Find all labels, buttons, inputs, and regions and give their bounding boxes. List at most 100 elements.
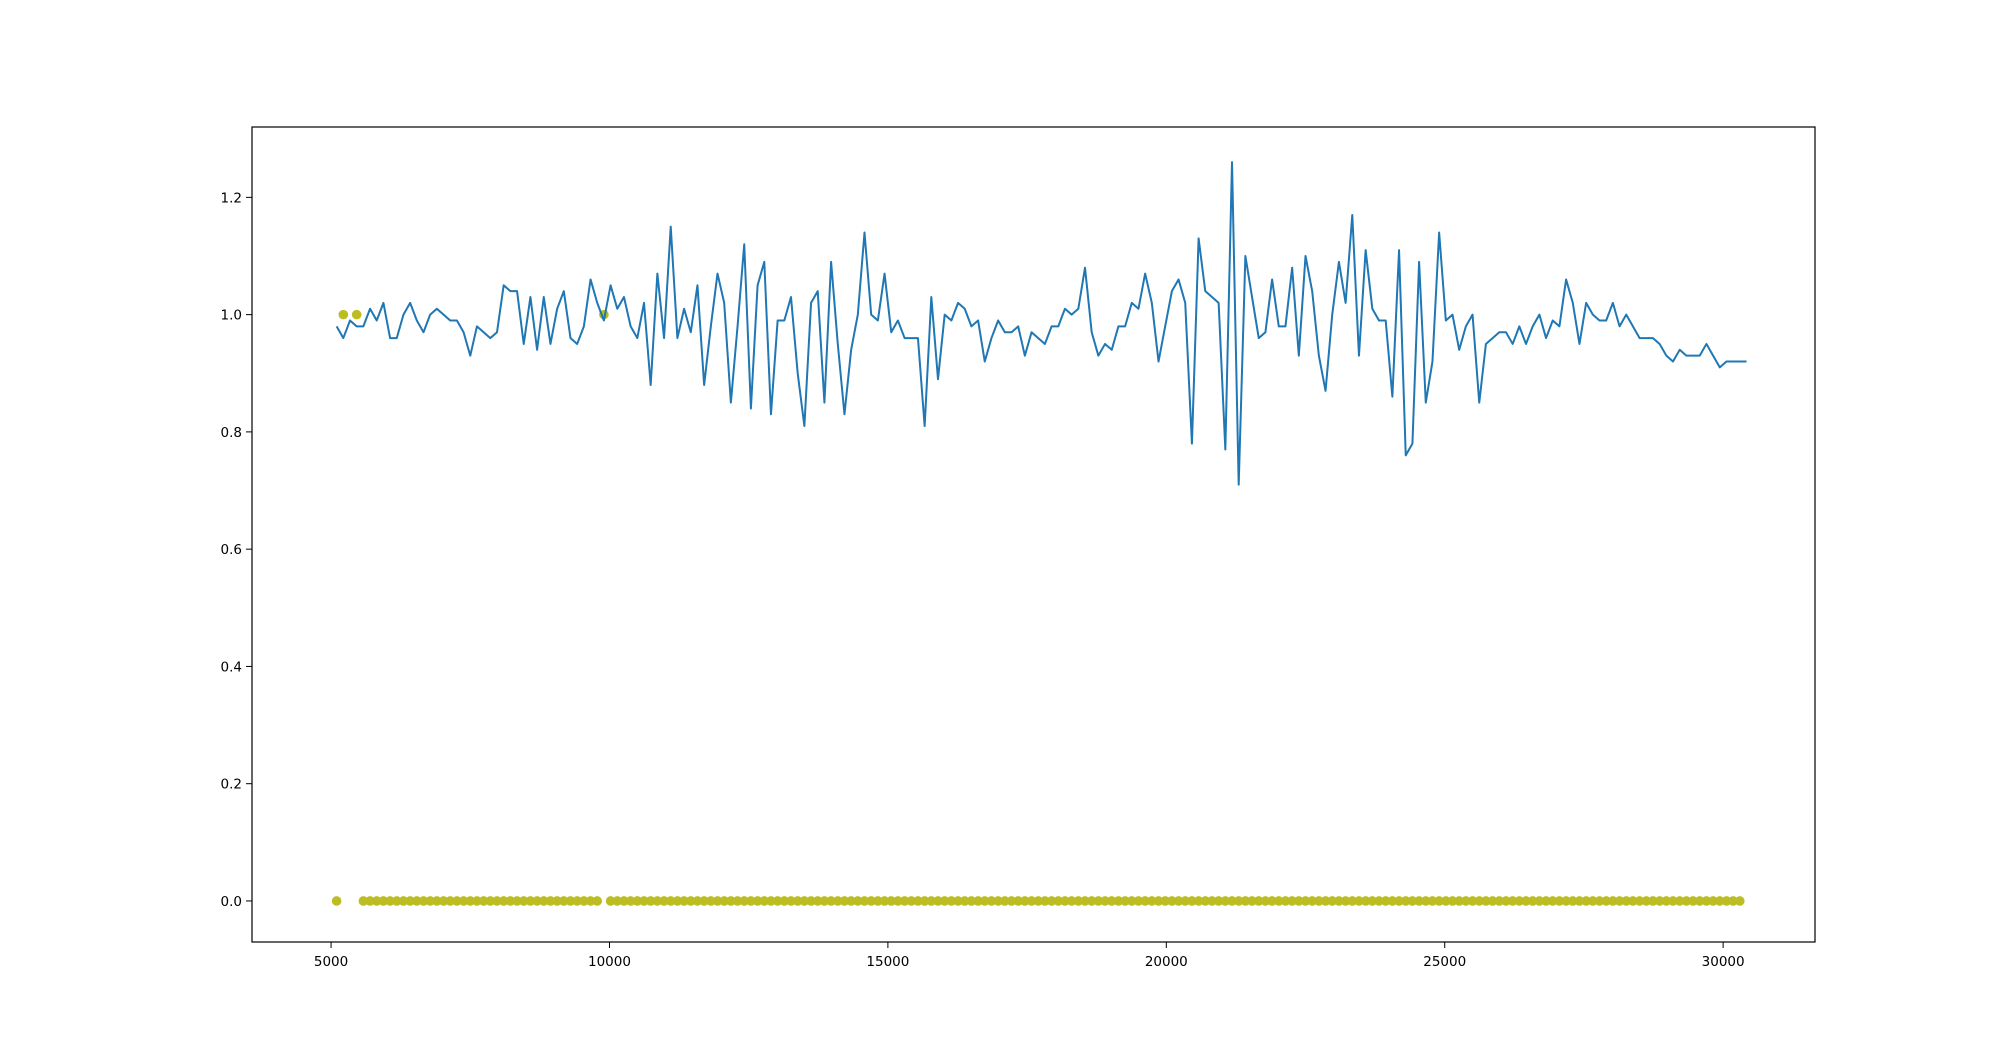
scatter-point bbox=[1060, 896, 1070, 906]
scatter-point bbox=[913, 896, 923, 906]
scatter-point bbox=[899, 896, 910, 906]
scatter-point bbox=[1240, 896, 1251, 906]
scatter-point bbox=[1013, 896, 1023, 906]
scatter-point bbox=[832, 896, 843, 906]
scatter-point bbox=[1066, 896, 1077, 906]
scatter-point bbox=[1040, 896, 1050, 906]
scatter-point bbox=[1521, 896, 1531, 906]
scatter-point bbox=[1407, 896, 1418, 906]
scatter-point bbox=[1253, 896, 1264, 906]
scatter-point bbox=[412, 896, 422, 906]
scatter-point bbox=[939, 896, 950, 906]
scatter-point bbox=[959, 896, 970, 906]
scatter-point bbox=[926, 896, 937, 906]
scatter-point bbox=[1080, 896, 1090, 906]
scatter-point bbox=[846, 896, 856, 906]
scatter-point bbox=[365, 896, 375, 906]
scatter-point bbox=[1187, 896, 1197, 906]
scatter-point bbox=[1467, 896, 1478, 906]
scatter-point bbox=[1120, 896, 1130, 906]
scatter-point bbox=[1708, 896, 1718, 906]
scatter-point bbox=[946, 896, 957, 906]
scatter-point bbox=[746, 896, 756, 906]
scatter-point bbox=[1581, 896, 1591, 906]
x-tick-label: 30000 bbox=[1702, 954, 1745, 970]
scatter-point bbox=[1053, 896, 1064, 906]
scatter-point bbox=[1233, 896, 1244, 906]
scatter-point bbox=[1387, 896, 1398, 906]
scatter-point bbox=[351, 309, 362, 320]
scatter-point bbox=[1454, 896, 1464, 906]
scatter-point bbox=[605, 896, 616, 906]
scatter-point bbox=[812, 896, 823, 906]
scatter-point bbox=[1608, 896, 1618, 906]
scatter-point bbox=[485, 896, 496, 906]
x-tick-label: 20000 bbox=[1145, 954, 1188, 970]
scatter-point bbox=[1133, 896, 1144, 906]
scatter-point bbox=[525, 896, 536, 906]
scatter-point bbox=[726, 896, 736, 906]
scatter-point bbox=[585, 896, 596, 906]
scatter-point bbox=[779, 896, 790, 906]
scatter-point bbox=[1220, 896, 1231, 906]
scatter-point bbox=[772, 896, 783, 906]
scatter-point bbox=[438, 896, 449, 906]
scatter-point bbox=[1420, 896, 1431, 906]
scatter-point bbox=[1213, 896, 1224, 906]
scatter-point bbox=[1721, 896, 1732, 906]
scatter-point bbox=[1267, 896, 1277, 906]
scatter-point bbox=[906, 896, 917, 906]
scatter-point bbox=[579, 896, 589, 906]
scatter-point bbox=[1073, 896, 1084, 906]
scatter-point bbox=[1527, 896, 1538, 906]
y-tick-label: 1.2 bbox=[221, 190, 242, 206]
scatter-point bbox=[1694, 896, 1705, 906]
scatter-point bbox=[1414, 896, 1424, 906]
scatter-point bbox=[933, 896, 943, 906]
y-tick-label: 0.8 bbox=[221, 425, 242, 441]
scatter-point bbox=[632, 896, 643, 906]
scatter-point bbox=[639, 896, 649, 906]
scatter-point bbox=[1173, 896, 1184, 906]
scatter-point bbox=[1020, 896, 1030, 906]
scatter-point bbox=[1648, 896, 1658, 906]
scatter-point bbox=[1360, 896, 1371, 906]
scatter-point bbox=[1514, 896, 1525, 906]
scatter-point bbox=[1735, 896, 1745, 906]
scatter-point bbox=[1507, 896, 1518, 906]
scatter-point bbox=[786, 896, 796, 906]
scatter-point bbox=[1674, 896, 1685, 906]
scatter-point bbox=[692, 896, 703, 906]
scatter-point bbox=[659, 896, 669, 906]
x-tick-label: 15000 bbox=[866, 954, 909, 970]
scatter-point bbox=[839, 896, 850, 906]
scatter-point bbox=[1641, 896, 1652, 906]
scatter-point bbox=[338, 309, 349, 320]
scatter-point bbox=[1374, 896, 1384, 906]
scatter-point bbox=[1167, 896, 1177, 906]
scatter-point bbox=[625, 896, 636, 906]
scatter-point bbox=[538, 896, 549, 906]
scatter-point bbox=[1654, 896, 1665, 906]
scatter-point bbox=[1668, 896, 1678, 906]
scatter-point bbox=[1347, 896, 1358, 906]
scatter-point bbox=[966, 896, 977, 906]
scatter-point bbox=[378, 896, 389, 906]
scatter-point bbox=[1280, 896, 1291, 906]
scatter-point bbox=[1126, 896, 1137, 906]
scatter-point bbox=[879, 896, 890, 906]
scatter-point bbox=[1106, 896, 1117, 906]
scatter-point bbox=[953, 896, 963, 906]
x-tick-label: 5000 bbox=[314, 954, 348, 970]
scatter-point bbox=[1006, 896, 1017, 906]
scatter-point bbox=[853, 896, 863, 906]
scatter-point bbox=[685, 896, 696, 906]
scatter-point bbox=[1541, 896, 1551, 906]
scatter-point bbox=[1594, 896, 1605, 906]
scatter-point bbox=[1567, 896, 1578, 906]
scatter-point bbox=[1534, 896, 1545, 906]
scatter-point bbox=[866, 896, 876, 906]
scatter-point bbox=[752, 896, 763, 906]
scatter-point bbox=[331, 896, 342, 906]
scatter-point bbox=[518, 896, 529, 906]
